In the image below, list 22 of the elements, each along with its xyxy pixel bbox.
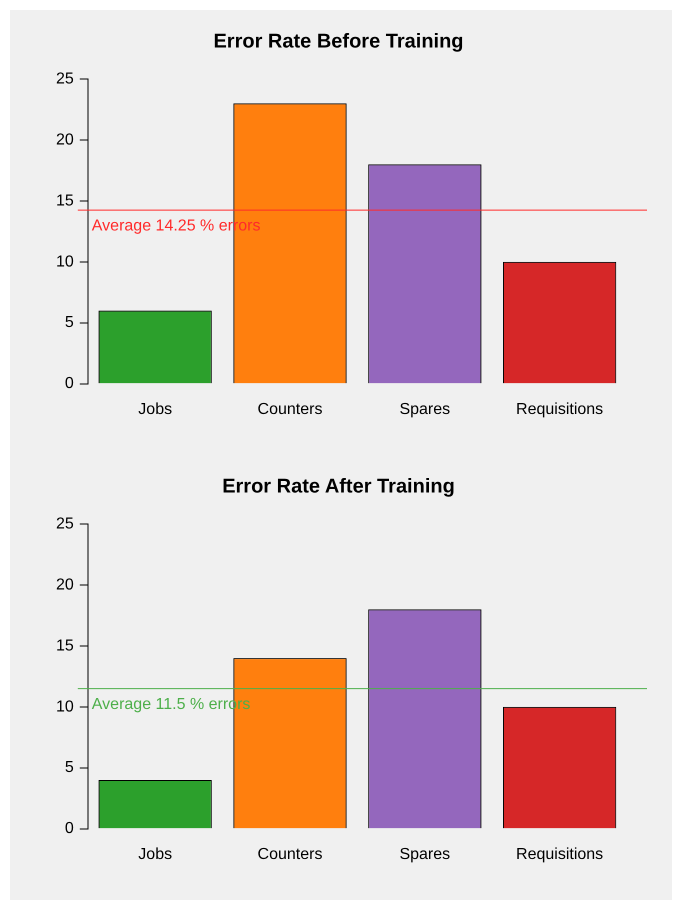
y-tick-label: 20: [56, 576, 74, 594]
x-tick-label: Spares: [399, 846, 450, 863]
y-tick-label: 25: [56, 515, 74, 532]
y-tick-label: 5: [64, 314, 74, 332]
x-tick-label: Counters: [258, 400, 322, 418]
x-tick-label: Counters: [258, 846, 322, 863]
x-tick-label: Jobs: [138, 400, 172, 418]
y-tick-label: 10: [56, 698, 74, 716]
y-tick-label: 0: [64, 375, 74, 392]
chart-title: Error Rate Before Training: [213, 30, 464, 53]
x-tick-label: Spares: [399, 400, 450, 418]
y-tick-label: 15: [56, 192, 74, 210]
x-tick-label: Jobs: [138, 846, 172, 863]
y-tick-label: 15: [56, 637, 74, 654]
y-tick-label: 20: [56, 131, 74, 148]
y-tick-label: 10: [56, 253, 74, 270]
chart-title: Error Rate After Training: [222, 476, 455, 498]
y-tick-label: 0: [64, 820, 74, 838]
x-tick-label: Requisitions: [516, 400, 604, 418]
y-tick-label: 25: [56, 70, 74, 88]
x-tick-label: Requisitions: [516, 846, 604, 863]
y-tick-label: 5: [64, 759, 74, 776]
